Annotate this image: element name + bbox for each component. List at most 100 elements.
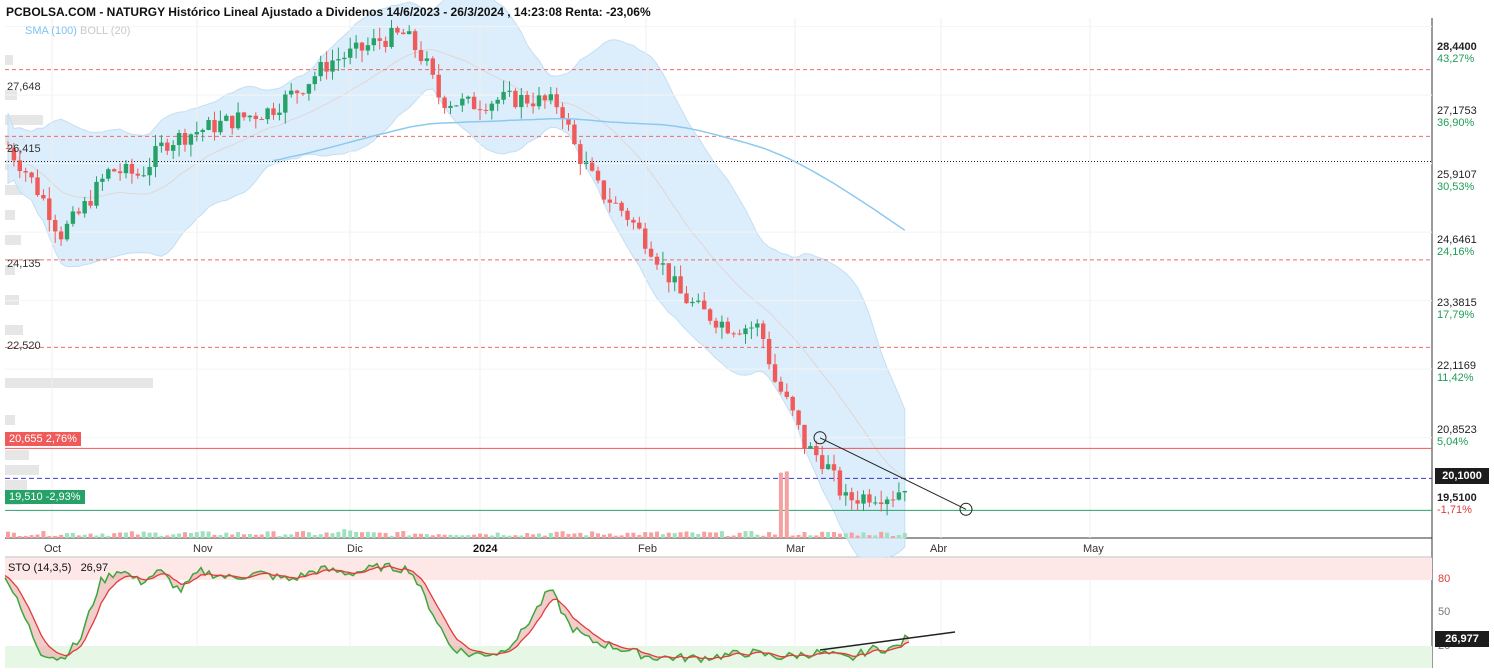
candle xyxy=(141,166,146,178)
candle xyxy=(766,331,772,370)
candle xyxy=(696,293,701,304)
candle xyxy=(566,113,571,131)
candle-body xyxy=(489,103,494,111)
volume-bar xyxy=(631,532,636,538)
candle xyxy=(82,196,87,218)
axis-pct-4: 24,16% xyxy=(1437,246,1475,258)
candle-body xyxy=(572,124,577,145)
volume-bar xyxy=(6,531,10,538)
candle-body xyxy=(112,169,117,172)
volume-bar xyxy=(306,532,311,538)
month-feb: Feb xyxy=(638,543,657,555)
volume-bar xyxy=(312,534,317,538)
candle-body xyxy=(412,31,418,51)
candle-body xyxy=(436,74,441,98)
volume-bar xyxy=(354,531,359,538)
volume-bar xyxy=(365,531,370,538)
candle-body xyxy=(873,502,878,504)
candle-body xyxy=(483,109,489,111)
boll-legend[interactable]: BOLL (20) xyxy=(80,25,131,37)
sma-legend[interactable]: SMA (100) xyxy=(25,25,77,37)
volume-bar xyxy=(383,533,388,538)
month-mar: Mar xyxy=(786,543,805,555)
candle-body xyxy=(442,97,447,108)
volume-profile-bar xyxy=(5,185,23,195)
candle-body xyxy=(625,210,630,220)
volume-bar xyxy=(47,535,52,538)
candle xyxy=(654,253,660,270)
sto-k-line xyxy=(4,562,910,664)
indicator-legend: SMA (100) BOLL (20) xyxy=(25,25,130,37)
candle-body xyxy=(837,470,843,496)
candle-body xyxy=(820,455,825,470)
candle-body xyxy=(542,95,548,101)
axis-pct-5: 17,79% xyxy=(1437,309,1475,321)
resistance-flag[interactable]: 20,655 2,76% xyxy=(5,432,81,446)
candle xyxy=(483,103,489,115)
volume-bar xyxy=(702,531,707,538)
support-flag[interactable]: 19,510 -2,93% xyxy=(5,490,85,504)
candle-body xyxy=(265,108,270,120)
candle-body xyxy=(206,120,211,130)
candle-body xyxy=(631,219,636,223)
volume-bar xyxy=(879,531,884,538)
stochastic-legend[interactable]: STO (14,3,5) 26,97 xyxy=(8,562,108,574)
sto-d-line xyxy=(4,565,910,660)
candle xyxy=(389,20,394,49)
candle-body xyxy=(418,50,424,61)
volume-bar xyxy=(466,535,471,538)
volume-bar xyxy=(525,533,530,538)
volume-bar xyxy=(891,535,895,538)
candle xyxy=(41,189,46,201)
volume-bar xyxy=(301,531,305,538)
candle xyxy=(637,216,642,230)
volume-bar xyxy=(183,532,187,538)
volume-bar xyxy=(684,531,689,538)
level-label-3: 24,135 xyxy=(7,258,41,270)
candle xyxy=(495,97,500,112)
candle-body xyxy=(560,107,565,120)
candle-body xyxy=(890,499,896,501)
candle xyxy=(808,442,813,450)
candle-body xyxy=(737,333,742,335)
candle-body xyxy=(383,40,388,47)
candle-body xyxy=(94,181,99,206)
candle-body xyxy=(613,202,618,204)
candle-body xyxy=(247,115,253,118)
candle-body xyxy=(11,148,17,161)
candle-body xyxy=(796,410,801,425)
candle-body xyxy=(855,500,860,504)
candle-body xyxy=(466,96,471,99)
volume-bar xyxy=(59,534,64,538)
candle-body xyxy=(501,91,506,100)
candle-body xyxy=(530,103,536,107)
candle xyxy=(395,25,400,35)
candle xyxy=(849,487,854,510)
volume-bar xyxy=(749,531,754,538)
candle xyxy=(825,455,831,471)
candle-body xyxy=(843,492,848,496)
candle-body xyxy=(595,170,601,181)
candle-body xyxy=(100,178,105,182)
candle xyxy=(401,28,406,35)
candle-body xyxy=(47,198,52,221)
axis-pct-3: 30,53% xyxy=(1437,181,1475,193)
grid-lines xyxy=(5,18,1432,668)
candle xyxy=(194,121,199,142)
candle xyxy=(324,51,329,80)
candle xyxy=(536,86,542,110)
candle xyxy=(731,331,736,338)
candle xyxy=(294,89,300,104)
candle-body xyxy=(477,109,483,111)
volume-bar xyxy=(832,531,836,538)
volume-bar xyxy=(23,535,28,538)
candle xyxy=(755,319,760,337)
candle-body xyxy=(861,494,866,504)
candle-body xyxy=(70,211,76,224)
volume-bar xyxy=(206,531,211,538)
volume-bar xyxy=(283,534,288,538)
candle xyxy=(418,41,424,65)
volume-bar xyxy=(324,532,329,538)
volume-bar xyxy=(442,534,447,538)
